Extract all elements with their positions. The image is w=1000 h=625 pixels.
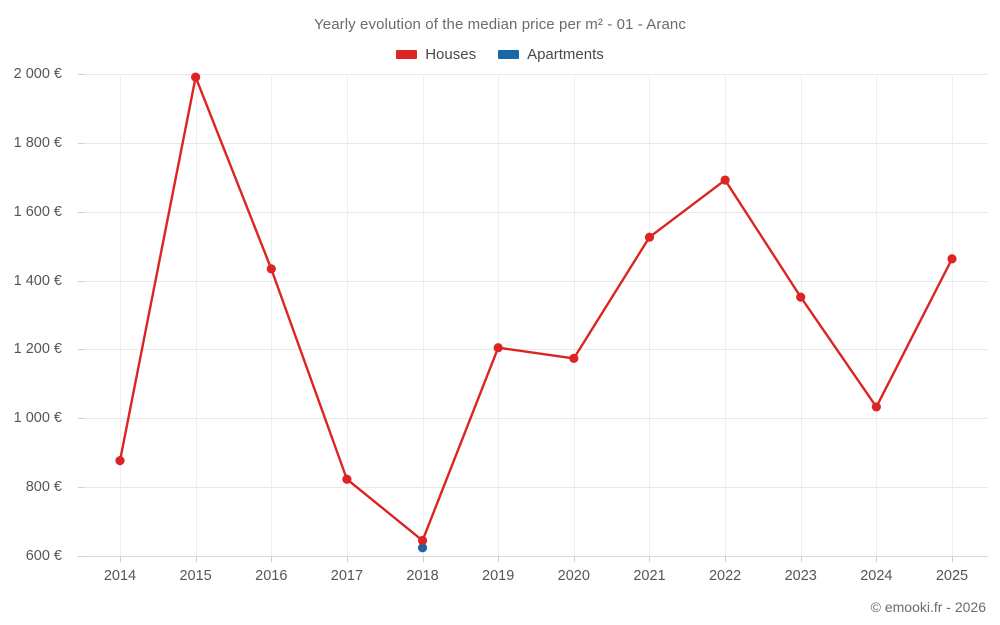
- x-tick-label: 2014: [103, 568, 137, 584]
- x-tick-label: 2016: [255, 568, 288, 584]
- data-point-houses[interactable]: [569, 353, 579, 363]
- y-tick-label: 2 000 €: [13, 66, 62, 82]
- gridline-vertical: [725, 74, 727, 556]
- data-point-houses[interactable]: [191, 72, 201, 82]
- gridline-vertical: [800, 74, 802, 556]
- data-point-houses[interactable]: [871, 402, 881, 412]
- y-tick-mark: [78, 418, 84, 420]
- x-tick-mark: [649, 556, 651, 562]
- x-tick-label: 2023: [784, 568, 817, 584]
- legend-item-apartments[interactable]: Apartments: [498, 46, 604, 63]
- chart-legend: Houses Apartments: [0, 46, 1000, 63]
- data-point-houses[interactable]: [796, 292, 806, 302]
- y-tick-mark: [78, 74, 84, 75]
- legend-swatch-houses: [396, 50, 418, 59]
- gridline-vertical: [952, 74, 953, 556]
- gridline-horizontal: [84, 487, 988, 489]
- gridline-vertical: [649, 74, 651, 556]
- gridline-vertical: [346, 74, 348, 556]
- y-tick-label: 1 200 €: [13, 341, 62, 358]
- data-point-houses[interactable]: [417, 535, 428, 546]
- data-point-houses[interactable]: [342, 474, 352, 484]
- y-tick-mark: [78, 349, 84, 351]
- x-tick-label: 2022: [708, 568, 742, 584]
- y-tick-mark: [78, 487, 84, 489]
- gridline-vertical: [573, 74, 575, 556]
- x-tick-mark: [876, 556, 878, 562]
- y-tick-mark: [78, 142, 84, 144]
- y-tick-mark: [78, 556, 84, 557]
- data-point-houses[interactable]: [947, 254, 957, 264]
- y-tick-label: 600 €: [25, 548, 62, 564]
- x-tick-mark: [271, 556, 273, 562]
- data-point-houses[interactable]: [266, 264, 276, 274]
- legend-label-apartments: Apartments: [527, 46, 604, 63]
- legend-swatch-apartments: [498, 50, 520, 59]
- series-layer: [115, 72, 957, 553]
- y-tick-label: 800 €: [25, 479, 62, 496]
- series-line-houses: [118, 75, 954, 542]
- chart-title: Yearly evolution of the median price per…: [314, 16, 686, 33]
- x-tick-label: 2017: [330, 568, 364, 584]
- y-tick-label: 1 400 €: [13, 272, 62, 289]
- x-tick-label: 2021: [633, 568, 666, 584]
- gridline-vertical: [120, 74, 121, 556]
- gridline-vertical: [498, 74, 500, 556]
- data-point-houses[interactable]: [720, 175, 730, 185]
- gridline-horizontal: [84, 142, 988, 144]
- data-point-houses[interactable]: [493, 343, 503, 353]
- y-tick-label: 1 800 €: [13, 134, 62, 151]
- x-tick-mark: [498, 556, 500, 562]
- gridline-horizontal: [84, 211, 988, 213]
- y-tick-label: 1 000 €: [13, 410, 62, 427]
- legend-item-houses[interactable]: Houses: [396, 46, 476, 63]
- data-point-houses[interactable]: [115, 456, 125, 466]
- gridline-vertical: [195, 74, 197, 556]
- gridline-horizontal: [84, 418, 988, 420]
- plot-area: 600 € 800 € 1 000 € 1 200 € 1 400 € 1 600 € 1 …: [14, 66, 988, 584]
- x-tick-label: 2025: [935, 568, 969, 584]
- x-tick-mark: [195, 556, 197, 562]
- x-tick-mark: [725, 556, 727, 562]
- gridline-horizontal: [84, 556, 988, 557]
- gridline-horizontal: [84, 349, 988, 351]
- x-tick-label: 2020: [557, 568, 590, 584]
- x-tick-mark: [120, 556, 121, 562]
- x-tick-mark: [800, 556, 802, 562]
- x-tick-label: 2018: [406, 568, 439, 584]
- legend-label-houses: Houses: [425, 46, 477, 63]
- x-tick-label: 2019: [482, 568, 515, 584]
- data-point-houses[interactable]: [644, 232, 655, 242]
- y-tick-mark: [78, 280, 84, 282]
- y-tick-label: 1 600 €: [13, 203, 62, 220]
- data-point-apartments[interactable]: [417, 543, 428, 553]
- x-tick-mark: [422, 556, 424, 562]
- gridline-horizontal: [84, 74, 988, 75]
- chart-footer-credit: © emooki.fr - 2026: [870, 599, 986, 615]
- x-tick-mark: [573, 556, 575, 562]
- x-tick-mark: [952, 556, 953, 562]
- x-tick-mark: [346, 556, 348, 562]
- gridline-vertical: [271, 74, 273, 556]
- gridline-vertical: [422, 74, 424, 556]
- x-tick-label: 2024: [860, 568, 893, 584]
- gridline-vertical: [876, 74, 878, 556]
- y-tick-mark: [78, 211, 84, 213]
- x-tick-label: 2015: [179, 568, 212, 584]
- gridline-horizontal: [84, 280, 988, 282]
